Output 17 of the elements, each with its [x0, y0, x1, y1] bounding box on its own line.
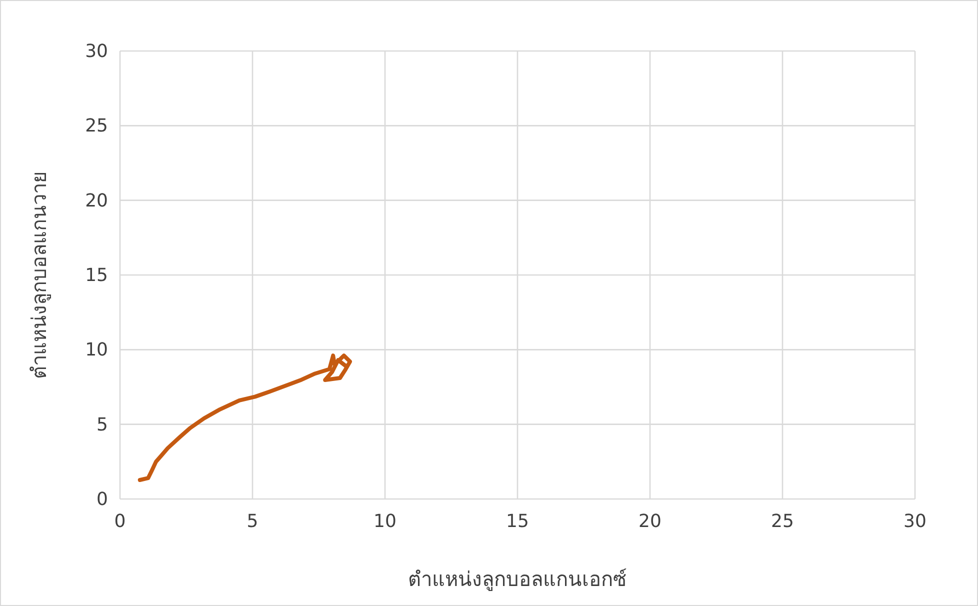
y-tick-label: 10: [85, 340, 108, 361]
y-axis-title: ตำแหน่งลูกบอลแกนวาย: [27, 171, 52, 379]
y-tick-label: 0: [96, 489, 108, 510]
y-tick-label: 25: [85, 116, 108, 137]
y-tick-label: 5: [96, 414, 108, 436]
x-axis-title: ตำแหน่งลูกบอลแกนเอกซ์: [408, 567, 627, 592]
x-tick-label: 5: [246, 511, 258, 532]
x-tick-label: 30: [904, 511, 926, 532]
x-tick-label: 15: [506, 511, 529, 532]
x-tick-label: 0: [114, 511, 126, 532]
y-tick-label: 15: [85, 265, 108, 286]
x-tick-label: 25: [771, 511, 794, 532]
line-series: [138, 354, 352, 482]
x-tick-label: 20: [638, 511, 662, 532]
y-tick-label: 30: [85, 41, 108, 62]
x-tick-label: 10: [374, 511, 396, 532]
y-tick-label: 20: [85, 190, 108, 212]
